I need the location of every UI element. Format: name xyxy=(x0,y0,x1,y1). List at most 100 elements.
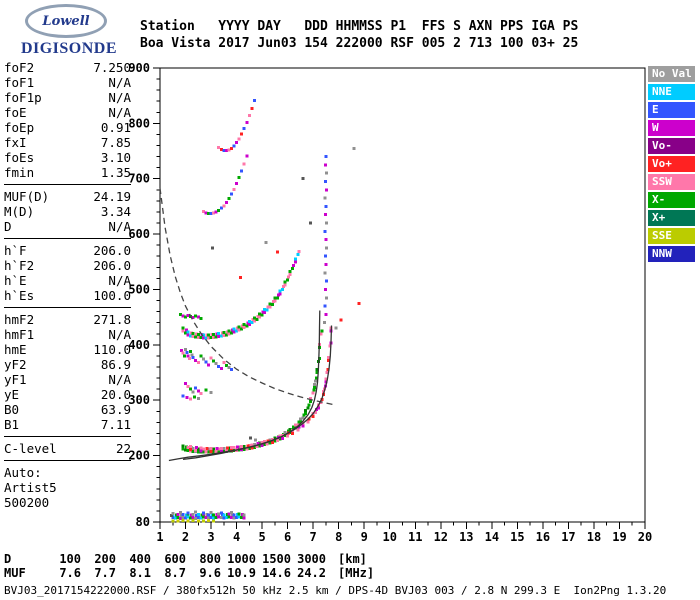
row-value: 8.1 xyxy=(129,566,151,580)
x-tick-label: 15 xyxy=(510,530,524,544)
parameter-row: fxI 7.85 xyxy=(4,135,131,150)
row-value: 3000 xyxy=(297,552,326,566)
parameter-label: h`F xyxy=(4,243,27,258)
y-tick-label: 900 xyxy=(128,61,150,75)
legend-item-vo-: Vo- xyxy=(648,138,695,154)
parameter-label: foF2 xyxy=(4,60,35,75)
y-tick-label: 600 xyxy=(128,227,150,241)
station-header-values: Boa Vista 2017 Jun03 154 222000 RSF 005 … xyxy=(140,36,579,51)
f-trace-second-hop xyxy=(181,250,301,340)
parameter-row: yF1 N/A xyxy=(4,372,131,387)
parameter-label: h`Es xyxy=(4,288,35,303)
parameter-label: Auto: xyxy=(4,465,42,480)
legend-item-vo+: Vo+ xyxy=(648,156,695,172)
station-header-labels: Station YYYY DAY DDD HHMMSS P1 FFS S AXN… xyxy=(140,19,579,34)
legend-item-sse: SSE xyxy=(648,228,695,244)
parameter-row: MUF(D) 24.19 xyxy=(4,189,131,204)
parameter-row: M(D) 3.34 xyxy=(4,204,131,219)
x-tick-label: 4 xyxy=(233,530,240,544)
f-trace-third-hop xyxy=(201,154,249,216)
x-tick-label: 20 xyxy=(638,530,652,544)
parameter-value: N/A xyxy=(108,372,131,387)
muf-distance-table: D 100 200 400 600 800 1000 1500 3000 [km] MUF 7.6 7… xyxy=(4,552,374,580)
x-tick-label: 8 xyxy=(335,530,342,544)
legend-item-nnw: NNW xyxy=(648,246,695,262)
parameter-row: yF2 86.9 xyxy=(4,357,131,372)
x-tick-label: 16 xyxy=(536,530,550,544)
parameter-group: Auto: Artist5 500200 xyxy=(4,465,131,510)
x-tick-label: 3 xyxy=(207,530,214,544)
row-unit: [MHz] xyxy=(338,566,375,580)
parameter-row: h`F 206.0 xyxy=(4,243,131,258)
y-tick-label: 800 xyxy=(128,116,150,130)
row-value: 200 xyxy=(94,552,116,566)
row-value: 24.2 xyxy=(297,566,326,580)
row-value: 800 xyxy=(199,552,221,566)
parameter-label: hmE xyxy=(4,342,27,357)
row-value: 7.6 xyxy=(59,566,81,580)
legend-item-x+: X+ xyxy=(648,210,695,226)
parameter-panel: foF2 7.250 foF1 N/A foF1p N/A foE N/A foEp 0.91 fx… xyxy=(4,60,131,514)
legend-item-ssw: SSW xyxy=(648,174,695,190)
parameter-row: yE 20.0 xyxy=(4,387,131,402)
muf-transmission-curve xyxy=(159,188,337,406)
parameter-value: 110.0 xyxy=(93,342,131,357)
parameter-group: foF2 7.250 foF1 N/A foF1p N/A foE N/A foEp 0.91 fx… xyxy=(4,60,131,180)
parameter-value: 0.91 xyxy=(100,120,131,135)
separator-line xyxy=(4,307,131,308)
parameter-label: foF1 xyxy=(4,75,35,90)
parameter-group: C-level 22 xyxy=(4,441,131,456)
overlay-curves xyxy=(159,188,337,462)
y-tick-label: 80 xyxy=(136,515,150,529)
parameter-row: Artist5 xyxy=(4,480,131,495)
parameter-label: yF2 xyxy=(4,357,27,372)
parameter-value: 86.9 xyxy=(100,357,131,372)
parameter-value: 7.85 xyxy=(100,135,131,150)
parameter-label: foE xyxy=(4,105,27,120)
legend-item-nne: NNE xyxy=(648,84,695,100)
parameter-row: foEs 3.10 xyxy=(4,150,131,165)
y-tick-label: 300 xyxy=(128,393,150,407)
parameter-value: 3.34 xyxy=(100,204,131,219)
row-value: 600 xyxy=(164,552,186,566)
x-tick-label: 10 xyxy=(383,530,397,544)
x-tick-label: 14 xyxy=(485,530,499,544)
x-tick-label: 1 xyxy=(156,530,163,544)
x-tick-label: 9 xyxy=(361,530,368,544)
parameter-value: 3.10 xyxy=(100,150,131,165)
parameter-label: foF1p xyxy=(4,90,42,105)
parameter-group: MUF(D) 24.19 M(D) 3.34 D N/A xyxy=(4,189,131,234)
x-tick-label: 6 xyxy=(284,530,291,544)
parameter-value: 271.8 xyxy=(93,312,131,327)
legend-item-x-: X- xyxy=(648,192,695,208)
parameter-row: foEp 0.91 xyxy=(4,120,131,135)
parameter-value: 7.250 xyxy=(93,60,131,75)
row-value: 14.6 xyxy=(262,566,291,580)
row-label: MUF xyxy=(4,566,26,580)
parameter-group: hmF2 271.8 hmF1 N/A hmE 110.0 yF2 86.9 yF1 N/A yE 2… xyxy=(4,312,131,432)
y-tick-label: 200 xyxy=(128,449,150,463)
parameter-label: yE xyxy=(4,387,20,402)
parameter-value: 100.0 xyxy=(93,288,131,303)
parameter-value: 206.0 xyxy=(93,258,131,273)
parameter-label: C-level xyxy=(4,441,57,456)
x-tick-label: 2 xyxy=(182,530,189,544)
x-tick-label: 19 xyxy=(612,530,626,544)
legend-item-w: W xyxy=(648,120,695,136)
parameter-label: D xyxy=(4,219,12,234)
y-tick-label: 500 xyxy=(128,282,150,296)
parameter-label: B1 xyxy=(4,417,20,432)
row-value: 100 xyxy=(59,552,81,566)
row-value: 1000 xyxy=(227,552,256,566)
parameter-label: B0 xyxy=(4,402,20,417)
echo-points xyxy=(169,99,361,523)
plot-frame xyxy=(159,67,646,523)
parameter-value: 24.19 xyxy=(93,189,131,204)
parameter-value: 22 xyxy=(115,441,131,456)
x-tick-label: 11 xyxy=(408,530,422,544)
parameter-row: foF1 N/A xyxy=(4,75,131,90)
es-trace-upper xyxy=(178,510,233,515)
row-unit: [km] xyxy=(338,552,367,566)
